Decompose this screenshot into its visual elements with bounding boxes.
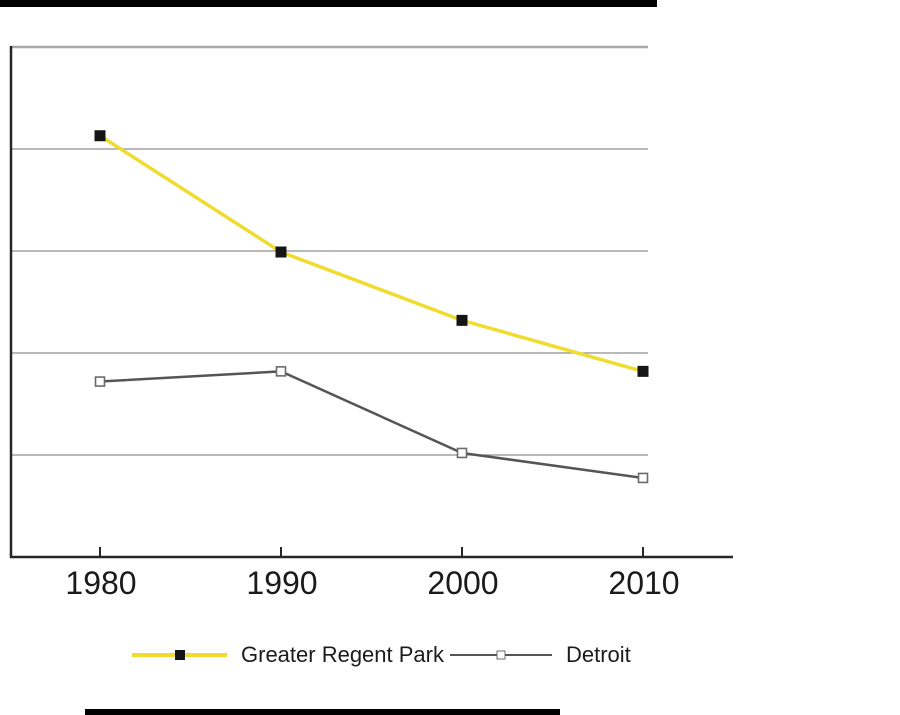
legend-item-detroit: Detroit: [450, 641, 631, 669]
open-square-marker-icon: [456, 447, 468, 459]
legend-line-sample-detroit: [450, 650, 552, 661]
filled-square-marker-icon: [456, 314, 468, 326]
series-line-greater-regent-park: [99, 134, 644, 374]
series-line-detroit: [99, 370, 644, 480]
filled-square-marker-icon: [275, 246, 287, 258]
x-tick-label: 1990: [246, 565, 317, 601]
filled-square-marker-icon: [174, 650, 185, 660]
filled-square-marker-icon: [637, 365, 649, 377]
open-square-marker-icon: [637, 472, 649, 484]
x-tick-label: 2000: [427, 565, 498, 601]
legend-label-greater-regent-park: Greater Regent Park: [241, 642, 444, 667]
filled-square-marker-icon: [94, 130, 106, 142]
open-square-marker-icon: [275, 366, 287, 377]
open-square-marker-icon: [496, 650, 506, 660]
x-tick-label: 1980: [65, 565, 136, 601]
x-tick-label: 2010: [608, 565, 679, 601]
open-square-marker-icon: [94, 376, 106, 387]
legend-line-sample-greater-regent-park: [132, 650, 227, 661]
legend-item-greater-regent-park: Greater Regent Park: [132, 641, 444, 669]
scan-artifact-bottom-bar: [85, 709, 560, 715]
legend-label-detroit: Detroit: [566, 642, 631, 667]
scan-artifact-top-bar: [0, 0, 657, 7]
